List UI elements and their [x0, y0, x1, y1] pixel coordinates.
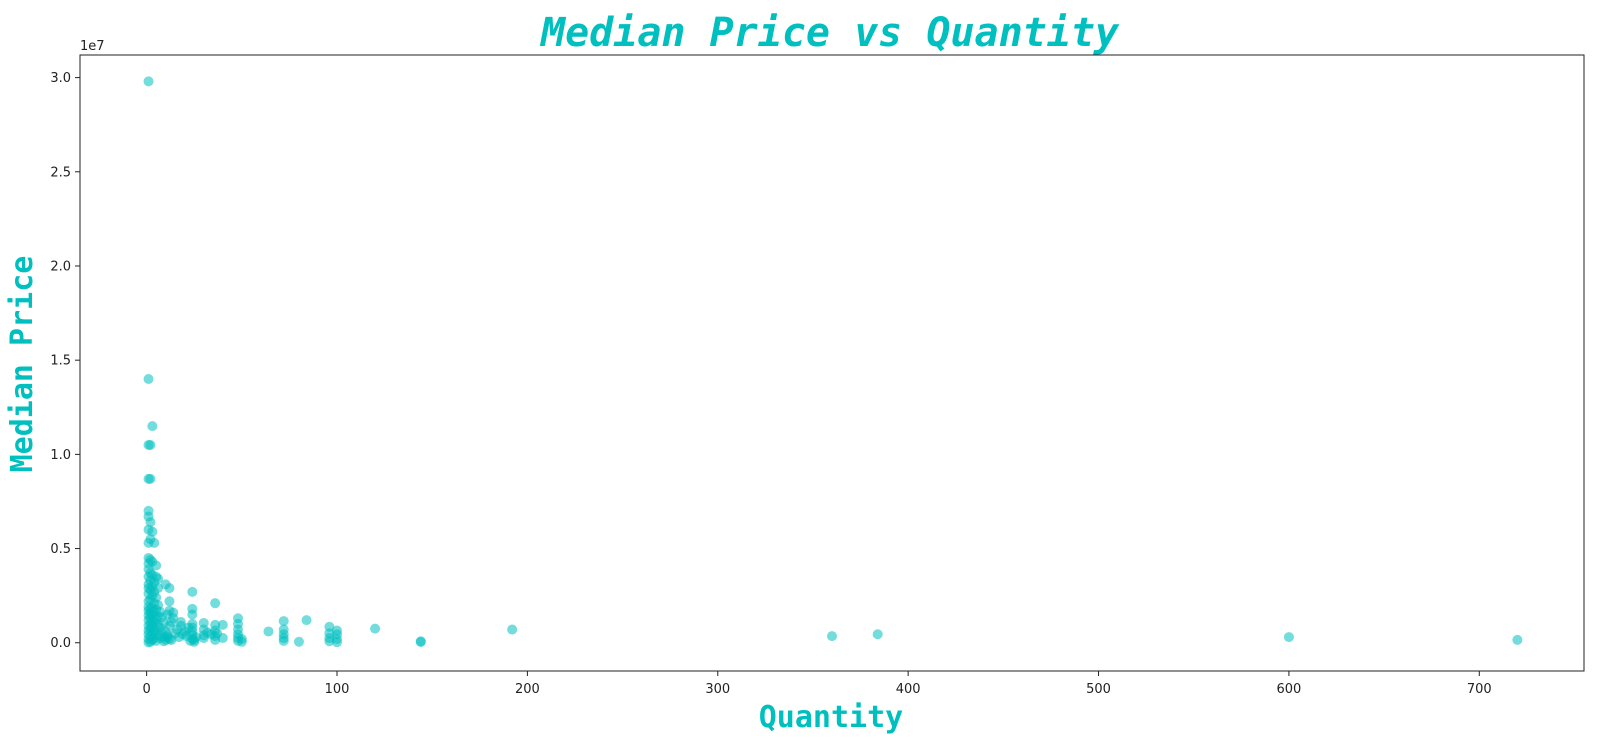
scatter-point — [189, 634, 200, 645]
scatter-point — [278, 635, 289, 646]
x-tick-label: 700 — [1467, 682, 1492, 697]
scatter-point — [1512, 634, 1523, 645]
x-tick-label: 400 — [896, 682, 921, 697]
scatter-point — [827, 631, 837, 642]
y-tick-label: 0.5 — [50, 542, 71, 557]
y-tick-label: 2.5 — [50, 165, 71, 180]
scatter-point — [158, 636, 169, 647]
scatter-point — [324, 636, 335, 647]
scatter-point — [164, 583, 175, 594]
scatter-point — [415, 636, 426, 647]
y-tick-label: 3.0 — [50, 71, 71, 86]
scatter-point — [217, 619, 228, 630]
scatter-point — [168, 607, 179, 618]
y-tick-label: 0.0 — [50, 636, 71, 651]
scatter-point — [187, 586, 198, 597]
scatter-point — [210, 598, 221, 609]
y-tick-label: 1.0 — [50, 448, 71, 463]
scatter-point — [143, 537, 154, 548]
scatter-point — [147, 526, 158, 537]
scatter-point — [370, 623, 381, 634]
scatter-point — [187, 609, 198, 620]
scatter-point — [332, 637, 343, 648]
x-tick-label: 0 — [142, 682, 150, 697]
chart-title: Median Price vs Quantity — [539, 10, 1120, 56]
scatter-point — [145, 439, 156, 450]
scatter-point — [263, 626, 274, 637]
scatter-point — [301, 615, 312, 626]
scatter-point — [143, 374, 154, 385]
y-tick-label: 1.5 — [50, 354, 71, 369]
x-tick-label: 300 — [705, 682, 730, 697]
y-axis-offset-label: 1e7 — [80, 39, 105, 54]
scatter-point — [143, 76, 154, 87]
scatter-point — [1283, 632, 1294, 643]
scatter-point — [217, 633, 228, 644]
x-tick-label: 200 — [515, 682, 540, 697]
scatter-point — [145, 473, 156, 484]
scatter-point — [143, 637, 154, 648]
x-tick-label: 500 — [1086, 682, 1111, 697]
x-tick-label: 600 — [1276, 682, 1301, 697]
scatter-point — [147, 421, 158, 432]
x-tick-label: 100 — [325, 682, 350, 697]
y-axis: 0.0 0.5 1.0 1.5 2.0 2.5 3.0 — [50, 71, 80, 651]
y-axis-label: Median Price — [5, 256, 40, 473]
scatter-point — [278, 616, 289, 627]
scatter-point — [236, 636, 247, 647]
x-axis: 0 100 200 300 400 500 600 700 — [142, 671, 1492, 697]
scatter-point — [293, 636, 304, 647]
scatter-point — [507, 624, 518, 635]
scatter-point — [164, 596, 175, 607]
scatter-point — [145, 517, 156, 528]
points-layer — [143, 76, 1523, 648]
plot-area — [79, 54, 1585, 672]
y-tick-label: 2.0 — [50, 259, 71, 274]
scatter-point — [151, 560, 162, 571]
x-axis-label: Quantity — [759, 700, 904, 735]
scatter-point — [872, 629, 883, 640]
